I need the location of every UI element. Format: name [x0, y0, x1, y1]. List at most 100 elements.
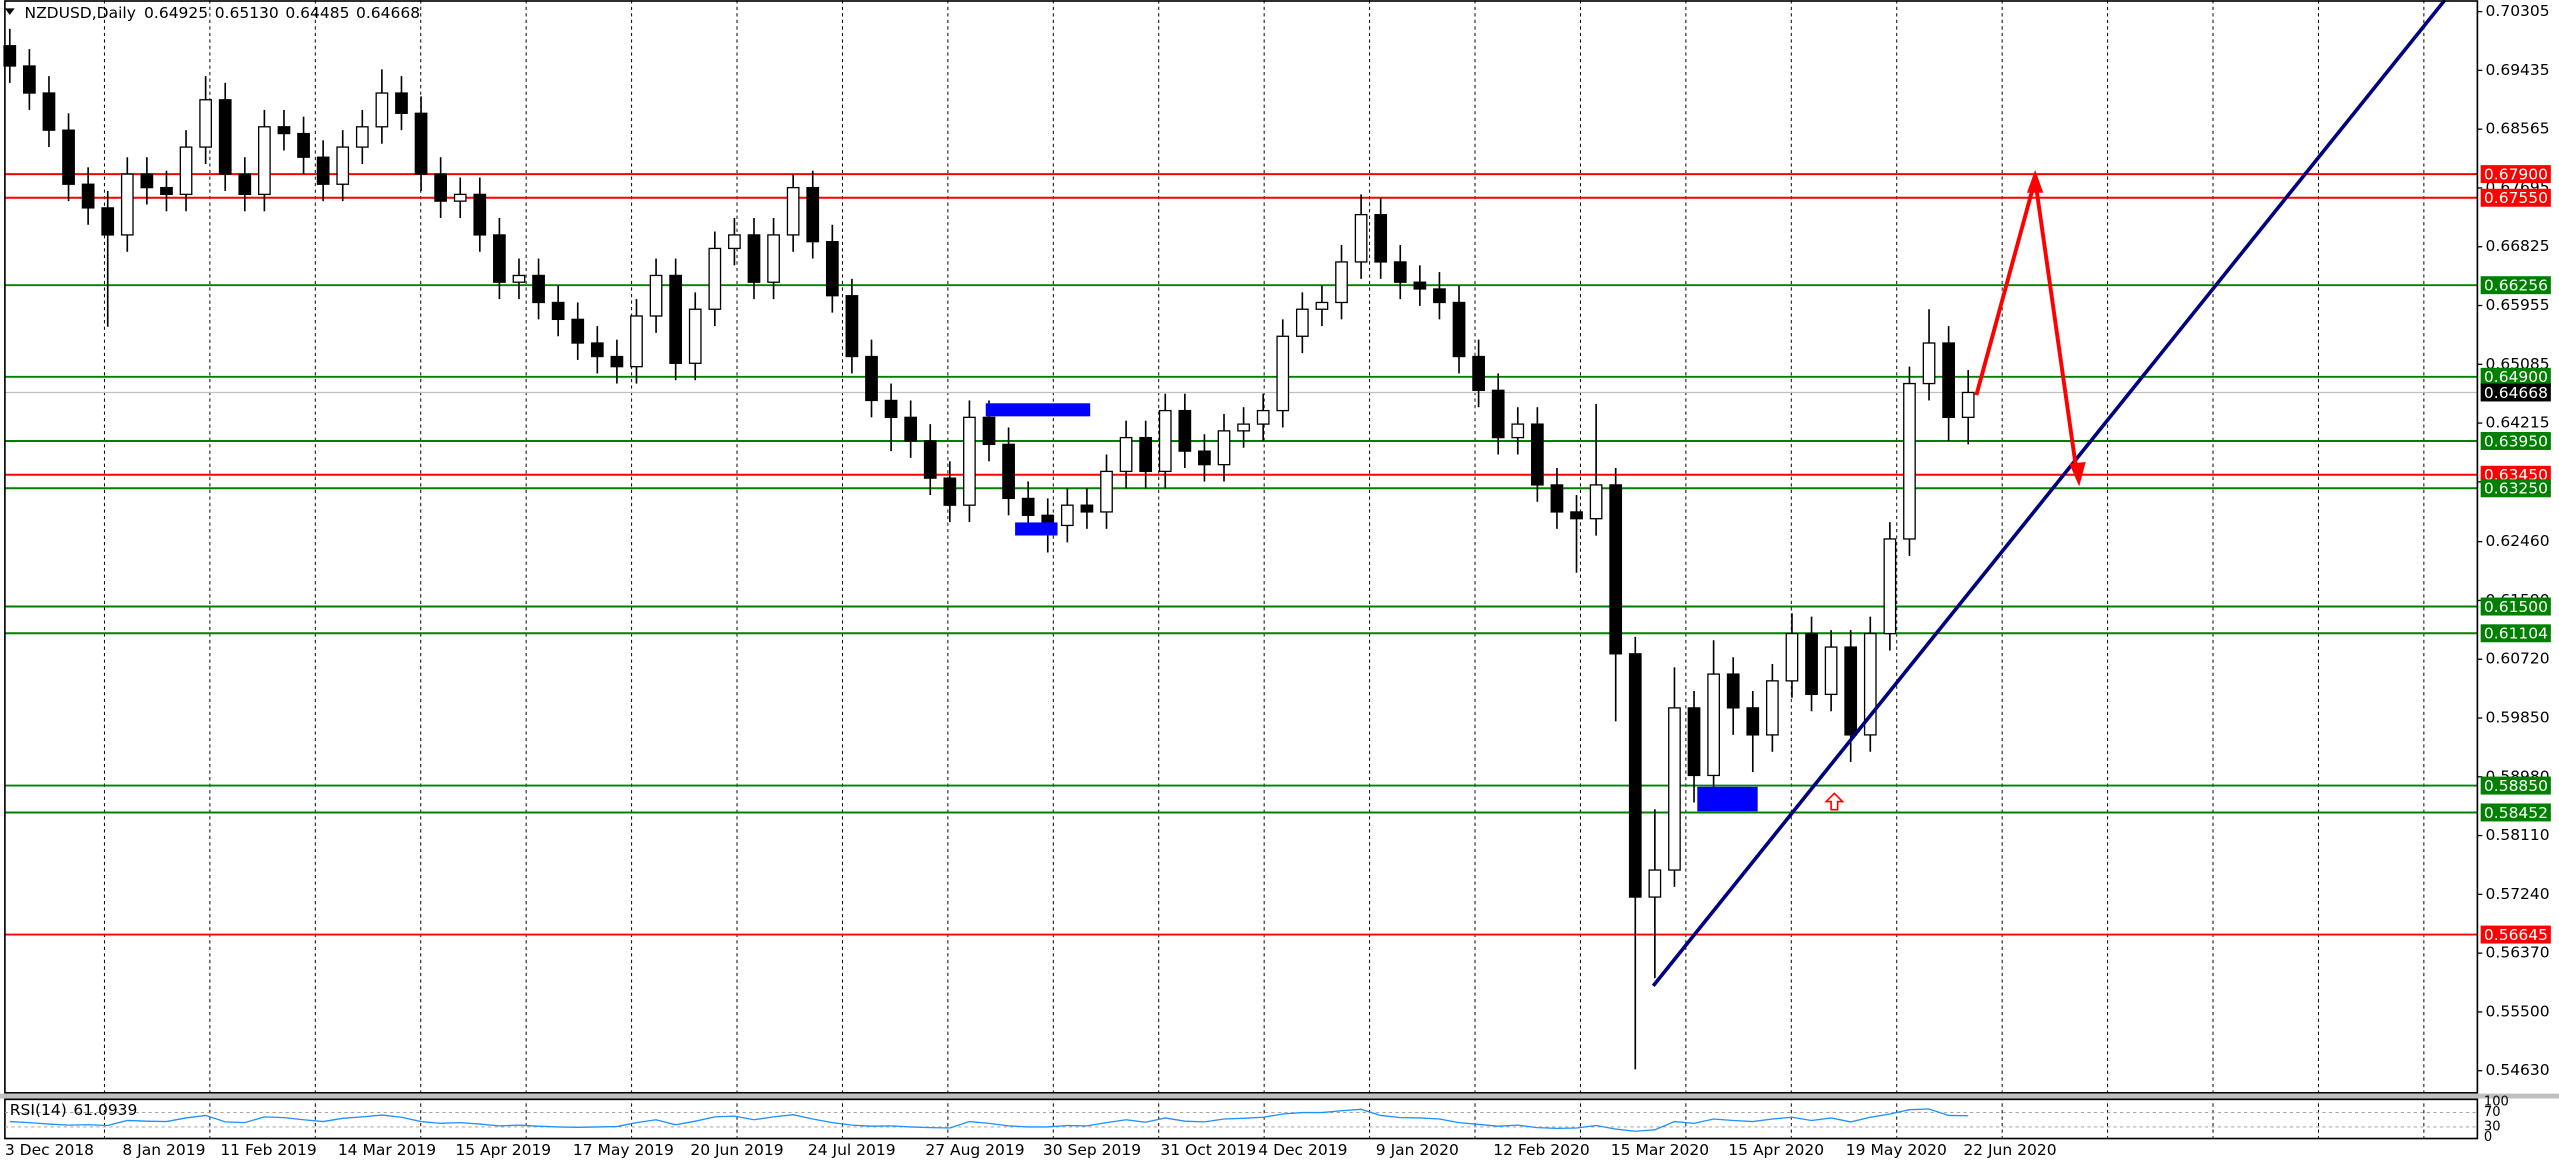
candles — [3, 28, 1975, 1070]
candle-body — [101, 207, 115, 236]
x-tick-label: 31 Oct 2019 — [1160, 1141, 1256, 1159]
level-box — [2480, 925, 2551, 944]
level-box — [2480, 367, 2551, 386]
rsi-tick-label: 0 — [2484, 1130, 2492, 1145]
candle-body — [1863, 632, 1877, 736]
candle-body — [1687, 707, 1701, 777]
y-tick-label: 0.68565 — [2486, 120, 2550, 138]
candle-body — [1237, 423, 1250, 432]
candle-body — [375, 92, 389, 128]
y-tick-label: 0.54630 — [2486, 1061, 2550, 1079]
candle-body — [414, 112, 428, 175]
candle-body — [199, 99, 212, 148]
drawings — [985, 0, 2447, 988]
level-label: 0.67550 — [2484, 189, 2548, 207]
main-frame — [4, 0, 2479, 1094]
levels — [4, 173, 2478, 936]
y-tick-label: 0.66825 — [2486, 237, 2550, 255]
x-tick-label: 27 Aug 2019 — [925, 1141, 1024, 1159]
candle-body — [551, 301, 565, 321]
candle-body — [825, 241, 839, 297]
rsi-line — [9, 1108, 1969, 1132]
y-tick-label: 0.58110 — [2486, 826, 2550, 844]
rsi-tick-label: 70 — [2484, 1105, 2501, 1120]
y-tick-label: 0.56370 — [2486, 944, 2550, 962]
candle-body — [1178, 409, 1192, 452]
x-tick-label: 20 Jun 2019 — [690, 1141, 783, 1159]
level-label: 0.67900 — [2484, 165, 2548, 183]
arrow-head — [2026, 169, 2044, 193]
candle-body — [1707, 673, 1720, 777]
x-tick-label: 12 Feb 2020 — [1493, 1141, 1589, 1159]
candle-body — [806, 186, 820, 243]
candle-body — [669, 274, 683, 364]
x-tick-label: 30 Sep 2019 — [1043, 1141, 1141, 1159]
candle-body — [590, 342, 604, 358]
candle-body — [943, 477, 957, 506]
candle-body — [218, 99, 232, 175]
candle-body — [1472, 355, 1485, 391]
x-tick-label: 22 Jun 2020 — [1963, 1141, 2056, 1159]
candle-body — [238, 173, 252, 196]
grid — [103, 0, 2425, 1138]
candle-body — [258, 126, 271, 196]
candle-body — [1805, 632, 1818, 696]
x-tick-label: 3 Dec 2018 — [5, 1141, 94, 1159]
candle-body — [140, 173, 154, 189]
candle-body — [1315, 301, 1329, 310]
candle-body — [120, 173, 134, 236]
candle-body — [1119, 436, 1133, 473]
level-label: 0.64900 — [2484, 368, 2548, 386]
x-tick-label: 15 Apr 2020 — [1728, 1141, 1824, 1159]
y-tick-label: 0.60720 — [2486, 650, 2550, 668]
candle-body — [1511, 423, 1525, 439]
candle-body — [708, 247, 722, 310]
candle-body — [1139, 436, 1153, 473]
candle-body — [963, 416, 976, 506]
candle-body — [316, 156, 330, 185]
candle-body — [904, 416, 918, 442]
y-tick-label: 0.59850 — [2486, 709, 2550, 727]
candle-body — [355, 126, 369, 148]
menu-triangle — [4, 8, 15, 15]
zone-box — [1697, 786, 1758, 812]
candle-body — [1766, 680, 1779, 736]
zone-box — [985, 403, 1091, 417]
level-box — [2480, 276, 2551, 295]
axes: 0.703050.694350.685650.676950.668250.659… — [5, 2, 2551, 1159]
candle-body — [493, 234, 506, 283]
candle-body — [1276, 335, 1290, 412]
zone-box — [1015, 522, 1058, 536]
candle-body — [1100, 470, 1113, 513]
candle-body — [297, 132, 310, 158]
candle-body — [1158, 409, 1172, 473]
quote: 0.65130 — [215, 4, 279, 22]
trend-line — [1651, 0, 2447, 988]
candle-body — [62, 129, 75, 185]
candle-body — [1295, 308, 1309, 337]
candle-body — [649, 274, 663, 317]
candle-body — [1609, 484, 1623, 655]
rsi-tick-label: 100 — [2484, 1094, 2509, 1109]
quote: 0.64668 — [356, 4, 420, 22]
level-label: 0.66256 — [2484, 276, 2548, 294]
level-box — [2480, 597, 2551, 616]
candle-body — [179, 146, 193, 196]
candle-body — [1922, 342, 1936, 385]
level-label: 0.58850 — [2484, 777, 2548, 795]
level-box — [2480, 624, 2551, 643]
candle-body — [747, 234, 761, 283]
candle-body — [1080, 504, 1094, 513]
x-tick-label: 4 Dec 2019 — [1258, 1141, 1347, 1159]
candle-body — [1413, 281, 1427, 290]
candle-body — [1530, 423, 1544, 486]
candle-body — [1589, 484, 1603, 520]
candle-body — [1785, 632, 1799, 682]
quote: 0.64925 — [144, 4, 208, 22]
level-label: 0.63250 — [2484, 480, 2548, 498]
candle-body — [728, 234, 741, 250]
arrow-head — [2069, 462, 2086, 487]
x-tick-label: 14 Mar 2019 — [338, 1141, 436, 1159]
